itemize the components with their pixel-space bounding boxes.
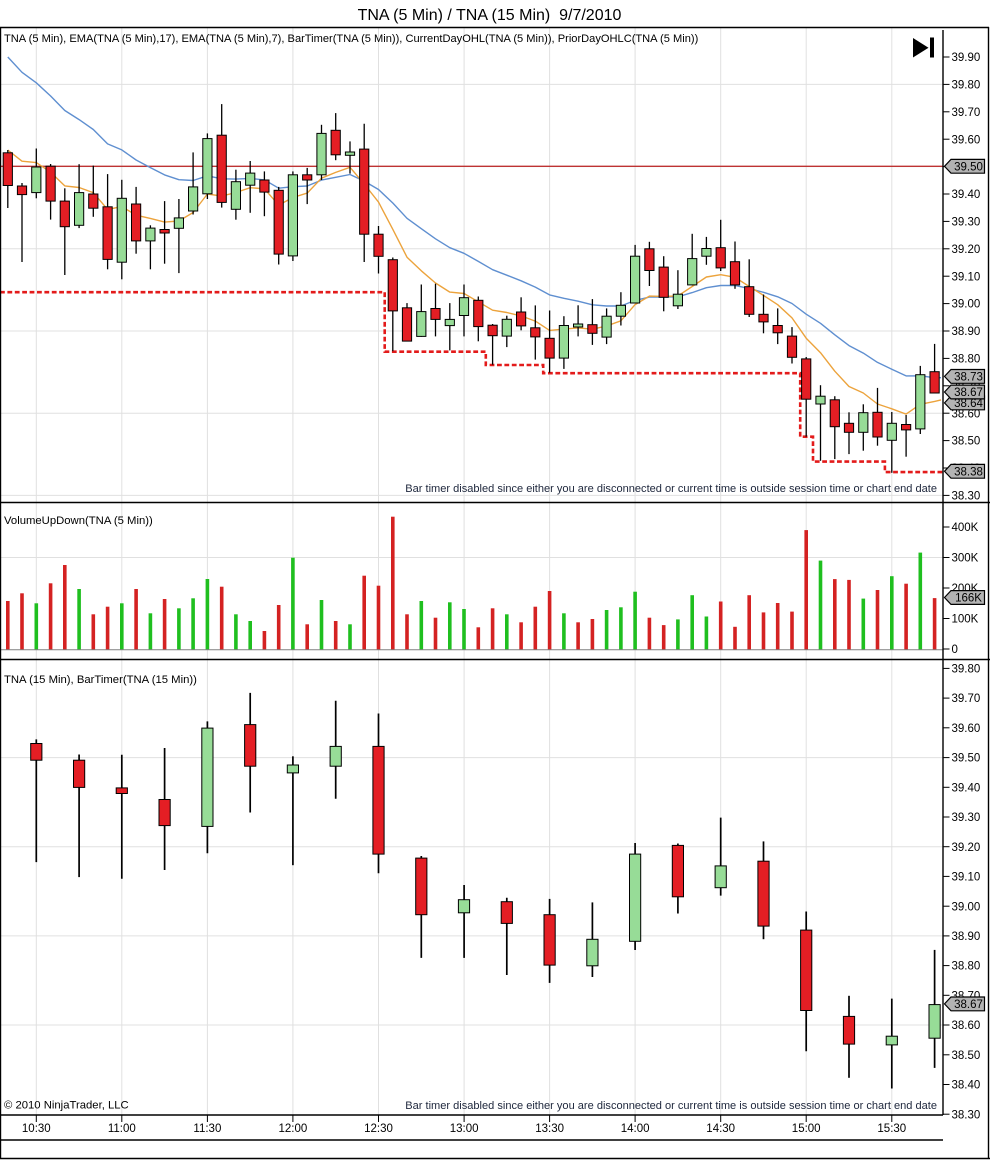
svg-text:38.50: 38.50 bbox=[952, 436, 981, 448]
svg-text:39.20: 39.20 bbox=[952, 244, 981, 256]
svg-text:15:30: 15:30 bbox=[877, 1123, 906, 1135]
svg-text:39.30: 39.30 bbox=[952, 217, 981, 229]
svg-text:38.80: 38.80 bbox=[952, 961, 981, 973]
svg-text:38.60: 38.60 bbox=[952, 1020, 981, 1032]
svg-text:38.38: 38.38 bbox=[954, 466, 983, 478]
svg-text:39.70: 39.70 bbox=[952, 107, 981, 119]
svg-text:14:30: 14:30 bbox=[706, 1123, 735, 1135]
svg-text:39.90: 39.90 bbox=[952, 52, 981, 64]
svg-text:39.40: 39.40 bbox=[952, 189, 981, 201]
svg-text:166K: 166K bbox=[955, 593, 982, 605]
svg-text:12:00: 12:00 bbox=[279, 1123, 308, 1135]
svg-text:TNA (5 Min), EMA(TNA (5 Min),1: TNA (5 Min), EMA(TNA (5 Min),17), EMA(TN… bbox=[4, 33, 698, 45]
svg-text:12:30: 12:30 bbox=[364, 1123, 393, 1135]
svg-text:38.90: 38.90 bbox=[952, 931, 981, 943]
svg-text:39.10: 39.10 bbox=[952, 271, 981, 283]
svg-text:14:00: 14:00 bbox=[621, 1123, 650, 1135]
svg-text:38.67: 38.67 bbox=[954, 999, 983, 1011]
svg-text:TNA (5 Min) / TNA (15 Min) 9/: TNA (5 Min) / TNA (15 Min) 9/7/2010 bbox=[358, 7, 622, 24]
svg-text:39.80: 39.80 bbox=[952, 80, 981, 92]
svg-text:38.73: 38.73 bbox=[954, 372, 983, 384]
svg-text:39.50: 39.50 bbox=[954, 161, 983, 173]
svg-text:38.90: 38.90 bbox=[952, 326, 981, 338]
svg-text:Bar timer disabled since eithe: Bar timer disabled since either you are … bbox=[405, 1100, 937, 1112]
svg-text:© 2010 NinjaTrader, LLC: © 2010 NinjaTrader, LLC bbox=[4, 1100, 129, 1112]
svg-text:38.40: 38.40 bbox=[952, 1080, 981, 1092]
svg-text:39.80: 39.80 bbox=[952, 664, 981, 676]
svg-text:39.70: 39.70 bbox=[952, 693, 981, 705]
svg-text:38.30: 38.30 bbox=[952, 491, 981, 503]
svg-text:TNA (15 Min), BarTimer(TNA (15: TNA (15 Min), BarTimer(TNA (15 Min)) bbox=[4, 674, 197, 686]
svg-text:Bar timer disabled since eithe: Bar timer disabled since either you are … bbox=[405, 483, 937, 495]
svg-text:10:30: 10:30 bbox=[22, 1123, 51, 1135]
svg-text:100K: 100K bbox=[952, 614, 979, 626]
svg-text:400K: 400K bbox=[952, 522, 979, 534]
svg-text:38.30: 38.30 bbox=[952, 1109, 981, 1121]
svg-text:38.67: 38.67 bbox=[954, 387, 983, 399]
svg-text:300K: 300K bbox=[952, 553, 979, 565]
svg-text:39.00: 39.00 bbox=[952, 901, 981, 913]
svg-text:13:30: 13:30 bbox=[535, 1123, 564, 1135]
svg-text:0: 0 bbox=[952, 644, 958, 656]
svg-text:38.80: 38.80 bbox=[952, 354, 981, 366]
svg-text:11:30: 11:30 bbox=[193, 1123, 221, 1135]
svg-text:15:00: 15:00 bbox=[792, 1123, 821, 1135]
svg-text:13:00: 13:00 bbox=[450, 1123, 479, 1135]
svg-text:39.00: 39.00 bbox=[952, 299, 981, 311]
svg-text:39.20: 39.20 bbox=[952, 842, 981, 854]
svg-text:11:00: 11:00 bbox=[108, 1123, 136, 1135]
svg-text:39.60: 39.60 bbox=[952, 723, 981, 735]
svg-text:39.50: 39.50 bbox=[952, 753, 981, 765]
svg-text:VolumeUpDown(TNA (5 Min)): VolumeUpDown(TNA (5 Min)) bbox=[4, 515, 153, 527]
svg-text:38.50: 38.50 bbox=[952, 1050, 981, 1062]
svg-text:38.60: 38.60 bbox=[952, 408, 981, 420]
svg-text:39.30: 39.30 bbox=[952, 812, 981, 824]
svg-text:39.60: 39.60 bbox=[952, 134, 981, 146]
svg-text:38.64: 38.64 bbox=[954, 398, 983, 410]
svg-text:39.40: 39.40 bbox=[952, 782, 981, 794]
svg-text:39.10: 39.10 bbox=[952, 872, 981, 884]
